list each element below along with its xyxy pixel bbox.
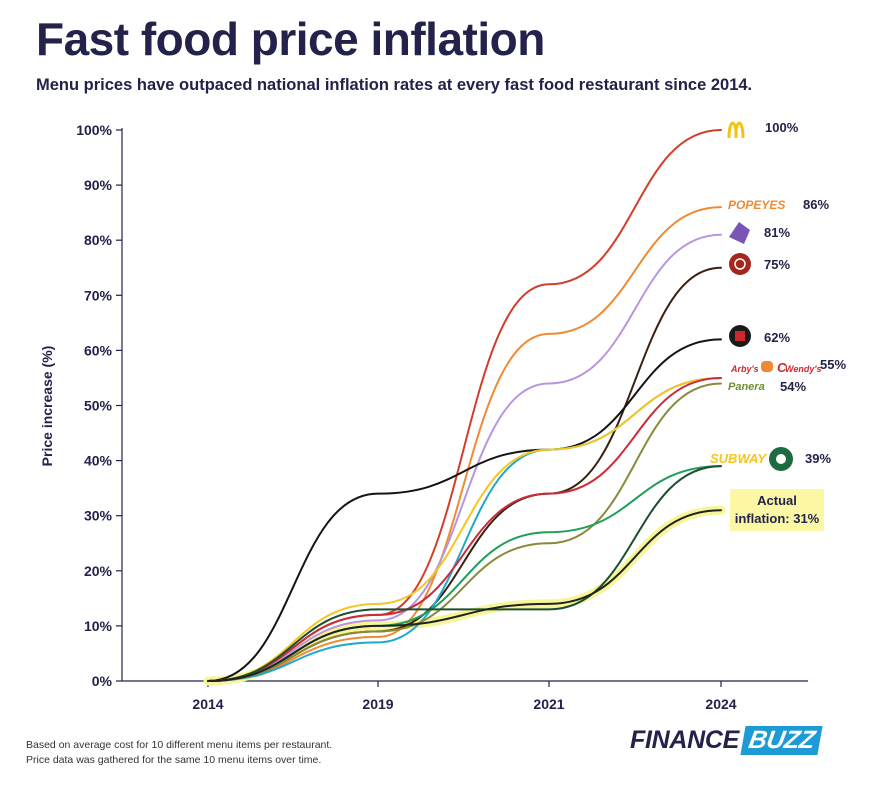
y-tick-label: 80% xyxy=(84,232,113,248)
jack-logo-inner-icon xyxy=(735,331,745,341)
end-label-jack: 62% xyxy=(764,330,790,345)
footnote-line-2: Price data was gathered for the same 10 … xyxy=(26,754,322,766)
y-tick-label: 0% xyxy=(92,673,113,689)
series-line-9 xyxy=(207,382,722,682)
taco-bell-logo-icon xyxy=(729,222,750,244)
brand-part-2: BUZZ xyxy=(740,726,824,755)
end-label-mcdonalds: 100% xyxy=(765,120,799,135)
y-tick-label: 20% xyxy=(84,563,113,579)
y-tick-label: 90% xyxy=(84,177,113,193)
x-tick-label: 2014 xyxy=(192,696,223,712)
y-tick-label: 70% xyxy=(84,287,113,303)
chick-fil-a-logo-icon: C xyxy=(777,360,787,375)
popeyes-logo-icon: POPEYES xyxy=(728,198,785,212)
subway-logo-icon: SUBWAY xyxy=(710,451,767,466)
footnote: Based on average cost for 10 different m… xyxy=(26,738,332,768)
page-title: Fast food price inflation xyxy=(36,13,545,65)
y-tick-label: 100% xyxy=(76,122,112,138)
end-label-chipotle: 75% xyxy=(764,257,790,272)
end-label-subway-starbucks: 39% xyxy=(805,451,831,466)
x-tick-label: 2021 xyxy=(533,696,564,712)
y-tick-label: 30% xyxy=(84,508,113,524)
y-tick-label: 40% xyxy=(84,453,113,469)
x-tick-label: 2019 xyxy=(362,696,393,712)
page-subtitle: Menu prices have outpaced national infla… xyxy=(36,76,753,94)
brand-part-1: FINANCE xyxy=(630,726,740,754)
end-label-popeyes: 86% xyxy=(803,197,829,212)
series-line-8 xyxy=(207,376,722,682)
series-line-3 xyxy=(207,233,722,682)
series-line-12 xyxy=(207,509,722,682)
y-tick-label: 60% xyxy=(84,342,113,358)
y-tick-label: 50% xyxy=(84,398,113,414)
inflation-annotation: Actual inflation: 31% xyxy=(730,489,824,531)
end-label-panera: 54% xyxy=(780,379,806,394)
chipotle-logo-icon xyxy=(729,253,751,275)
y-tick-label: 10% xyxy=(84,618,113,634)
burger-king-logo-icon xyxy=(761,361,773,372)
starbucks-logo-inner-icon xyxy=(776,454,786,464)
chipotle-logo-inner-icon xyxy=(734,258,746,270)
y-axis-label: Price increase (%) xyxy=(39,346,55,467)
wendys-logo-icon: Wendy's xyxy=(785,364,821,374)
inflation-annotation-line1: Actual xyxy=(757,493,797,508)
end-label-tacobell: 81% xyxy=(764,225,790,240)
series-line-7 xyxy=(207,376,722,682)
arbys-logo-icon: Arby's xyxy=(730,364,759,374)
x-tick-label: 2024 xyxy=(705,696,736,712)
mcdonalds-logo-icon xyxy=(727,121,745,139)
series-line-11 xyxy=(207,465,722,682)
series-line-5 xyxy=(207,338,722,682)
series-line-2 xyxy=(207,206,722,682)
financebuzz-logo: FINANCE BUZZ xyxy=(630,726,824,755)
panera-logo-icon: Panera xyxy=(728,381,765,393)
inflation-annotation-line2: inflation: 31% xyxy=(734,511,820,526)
end-label-fastfood-group: 55% xyxy=(820,357,846,372)
footnote-line-1: Based on average cost for 10 different m… xyxy=(26,739,333,751)
